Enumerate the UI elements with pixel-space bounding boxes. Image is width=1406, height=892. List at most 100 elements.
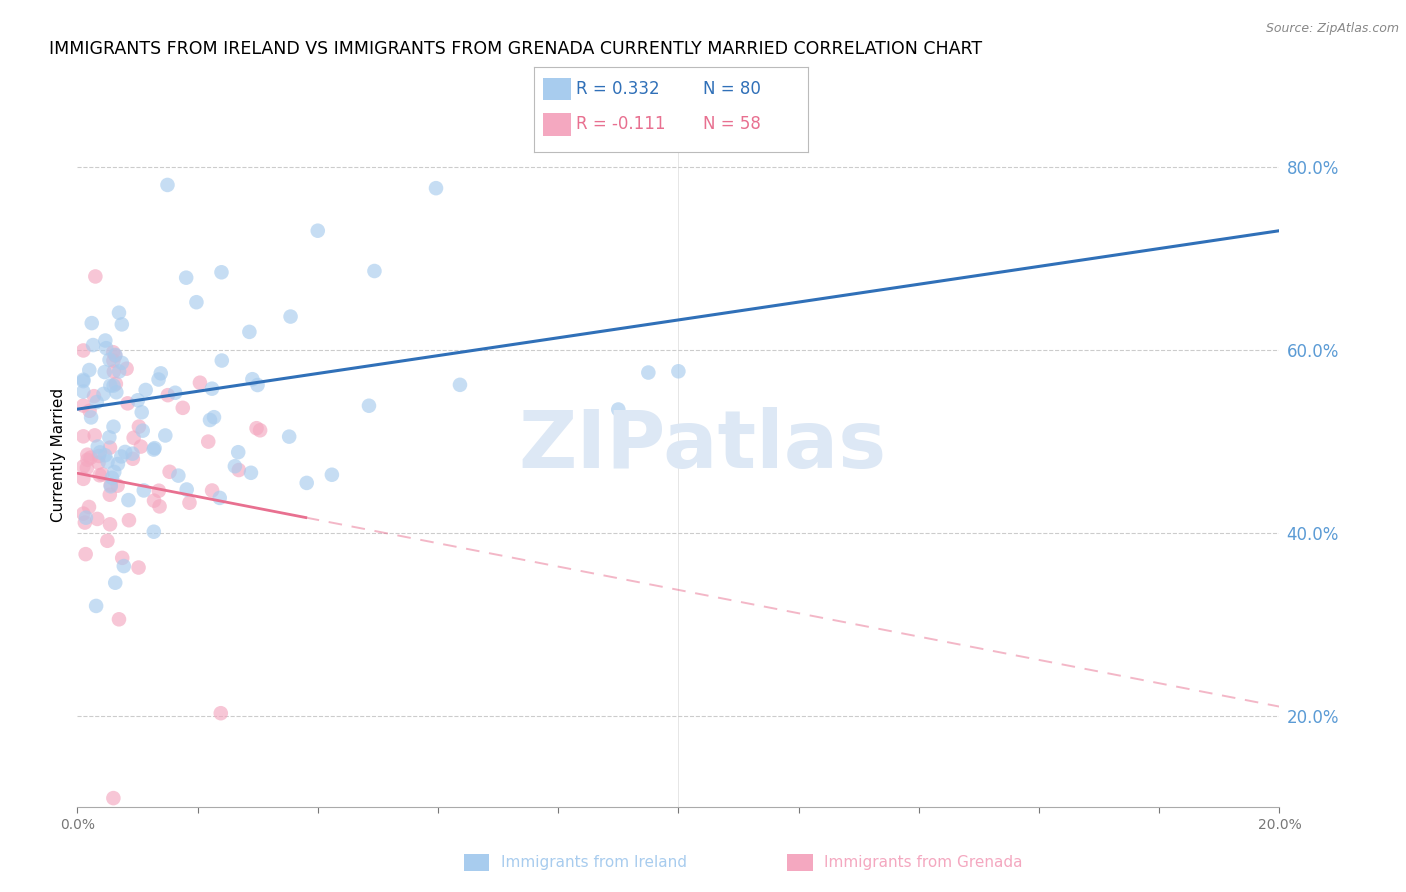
Point — [83, 389, 105, 403]
Point — [143, 441, 166, 455]
Point — [128, 560, 150, 574]
Point — [75, 547, 97, 561]
Point — [94, 448, 117, 462]
Point — [149, 367, 172, 381]
Point — [101, 471, 124, 485]
Point — [103, 353, 125, 368]
Point — [103, 378, 125, 392]
Point — [72, 373, 94, 387]
Point — [108, 364, 131, 378]
Text: N = 58: N = 58 — [703, 115, 761, 134]
Point — [295, 475, 318, 490]
Point — [111, 356, 134, 370]
Point — [104, 376, 127, 391]
Point — [239, 466, 262, 480]
Point — [208, 491, 231, 505]
Point — [104, 575, 127, 590]
Point — [83, 428, 105, 442]
Point — [87, 456, 110, 470]
Point — [72, 374, 94, 388]
Point — [80, 316, 103, 330]
Point — [72, 459, 94, 474]
Point — [174, 270, 197, 285]
Point — [198, 413, 221, 427]
Point — [128, 419, 150, 434]
Point — [100, 479, 122, 493]
Point — [112, 559, 135, 574]
Point — [77, 500, 100, 514]
Point — [72, 507, 94, 521]
Point — [278, 429, 301, 443]
Point — [201, 382, 224, 396]
Point — [98, 488, 121, 502]
Point — [110, 450, 132, 464]
Point — [100, 478, 122, 492]
Point — [98, 441, 121, 455]
Point — [76, 452, 98, 467]
Point — [93, 387, 115, 401]
Point — [87, 440, 110, 454]
Point — [72, 472, 94, 486]
Point — [117, 396, 139, 410]
Point — [245, 421, 267, 435]
Point — [449, 377, 471, 392]
Point — [76, 448, 98, 462]
Point — [637, 366, 659, 380]
Point — [167, 468, 190, 483]
Point — [98, 352, 121, 367]
Point — [132, 483, 155, 498]
Point — [107, 478, 129, 492]
Point — [238, 325, 260, 339]
Point — [96, 341, 118, 355]
Point — [211, 353, 233, 368]
Point — [103, 791, 125, 805]
Point — [165, 385, 187, 400]
Point — [104, 348, 127, 362]
Point — [117, 493, 139, 508]
Point — [155, 428, 177, 442]
Point — [72, 384, 94, 399]
Text: ZIPatlas: ZIPatlas — [519, 407, 887, 485]
Point — [607, 402, 630, 417]
Point — [668, 364, 690, 378]
Point — [148, 372, 170, 386]
Point — [76, 461, 98, 475]
Point — [79, 363, 101, 377]
Point — [79, 404, 101, 418]
Point — [242, 372, 264, 386]
Text: R = 0.332: R = 0.332 — [576, 79, 659, 98]
Point — [72, 399, 94, 413]
Point — [107, 457, 129, 471]
Point — [159, 465, 181, 479]
Point — [307, 224, 329, 238]
Point — [122, 431, 145, 445]
Point — [98, 430, 121, 444]
Point — [98, 517, 121, 532]
Point — [132, 424, 155, 438]
Point — [197, 434, 219, 449]
Point — [142, 524, 165, 539]
Point — [127, 393, 149, 408]
Point — [82, 338, 104, 352]
Point — [425, 181, 447, 195]
Text: R = -0.111: R = -0.111 — [576, 115, 666, 134]
Point — [103, 419, 125, 434]
Point — [108, 612, 131, 626]
Point — [72, 343, 94, 358]
Point — [249, 423, 271, 437]
Point — [357, 399, 380, 413]
Point — [91, 467, 114, 482]
Text: Immigrants from Grenada: Immigrants from Grenada — [824, 855, 1022, 870]
Point — [103, 465, 125, 479]
Point — [73, 516, 96, 530]
Point — [224, 459, 246, 474]
Point — [72, 429, 94, 443]
Point — [111, 550, 134, 565]
Point — [129, 440, 152, 454]
Point — [226, 445, 249, 459]
Y-axis label: Currently Married: Currently Married — [51, 388, 66, 522]
Point — [121, 451, 143, 466]
Point — [96, 533, 118, 548]
Point — [321, 467, 343, 482]
Point — [84, 269, 107, 284]
